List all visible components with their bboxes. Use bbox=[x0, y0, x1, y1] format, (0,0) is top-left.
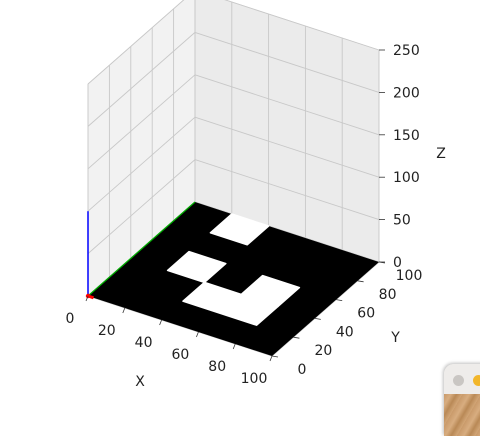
x-tick-mark bbox=[269, 355, 273, 362]
x-tick-label: 80 bbox=[208, 359, 226, 375]
grid-line bbox=[194, 31, 380, 93]
y-tick-label: 60 bbox=[357, 306, 375, 322]
frame-y-axis bbox=[87, 201, 196, 297]
z-tick-label: 250 bbox=[393, 43, 420, 59]
x-tick-mark bbox=[85, 295, 89, 302]
x-tick-label: 0 bbox=[66, 311, 75, 327]
z-tick-label: 50 bbox=[393, 213, 411, 229]
grid-line bbox=[87, 32, 196, 127]
y-tick-label: 100 bbox=[396, 268, 423, 284]
x-tick-mark bbox=[196, 331, 199, 338]
window-content-image bbox=[444, 394, 480, 436]
x-tick-label: 20 bbox=[98, 323, 116, 339]
x-tick-label: 40 bbox=[135, 335, 153, 351]
y-axis-label: Y bbox=[390, 330, 400, 346]
grid-line bbox=[194, 74, 380, 136]
x-tick-label: 100 bbox=[241, 371, 268, 387]
overlapping-window[interactable] bbox=[444, 364, 480, 436]
x-tick-mark bbox=[232, 343, 236, 350]
grid-line bbox=[87, 116, 196, 212]
x-tick-mark bbox=[159, 319, 162, 326]
image-plane bbox=[88, 202, 379, 356]
x-tick-label: 60 bbox=[171, 347, 189, 363]
x-tick-mark bbox=[122, 307, 126, 314]
y-tick-label: 20 bbox=[314, 343, 332, 359]
grid-line bbox=[194, 159, 380, 221]
y-tick-label: 80 bbox=[379, 287, 397, 303]
z-tick-label: 150 bbox=[393, 128, 420, 144]
grid-line bbox=[224, 0, 380, 51]
grid-line bbox=[87, 159, 196, 254]
y-tick-label: 40 bbox=[336, 324, 354, 340]
grid-line bbox=[87, 0, 185, 85]
image-white-region bbox=[166, 250, 227, 284]
z-tick-label: 0 bbox=[393, 255, 402, 271]
z-axis-label: Z bbox=[436, 146, 446, 162]
y-tick-mark bbox=[336, 299, 343, 301]
z-tick-label: 100 bbox=[393, 170, 420, 186]
y-tick-label: 0 bbox=[298, 362, 307, 378]
window-minimize-button[interactable] bbox=[473, 375, 480, 386]
image-white-region bbox=[240, 274, 301, 308]
window-close-button[interactable] bbox=[453, 375, 464, 386]
image-white-region bbox=[209, 213, 270, 246]
z-tick-label: 200 bbox=[393, 85, 420, 101]
y-tick-mark bbox=[271, 355, 279, 358]
y-tick-mark bbox=[293, 336, 300, 339]
grid-line bbox=[194, 116, 380, 178]
y-tick-mark bbox=[357, 280, 364, 283]
x-axis-label: X bbox=[135, 374, 145, 390]
grid-line bbox=[87, 74, 196, 170]
y-tick-mark bbox=[314, 318, 321, 320]
